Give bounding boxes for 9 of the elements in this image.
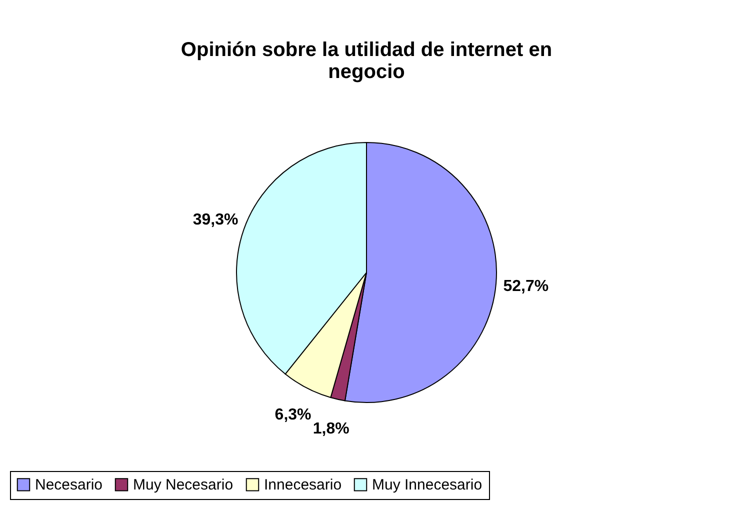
legend-label: Muy Innecesario [372, 476, 482, 494]
chart-title: Opinión sobre la utilidad de internet en negocio [180, 39, 552, 83]
data-label: 6,3% [274, 406, 312, 424]
data-label: 52,7% [503, 278, 549, 295]
data-label: 1,8% [312, 420, 350, 438]
legend-label: Innecesario [264, 476, 342, 494]
data-label: 39,3% [192, 212, 238, 229]
legend-label: Muy Necesario [133, 476, 234, 494]
legend-label: Necesario [35, 476, 103, 494]
